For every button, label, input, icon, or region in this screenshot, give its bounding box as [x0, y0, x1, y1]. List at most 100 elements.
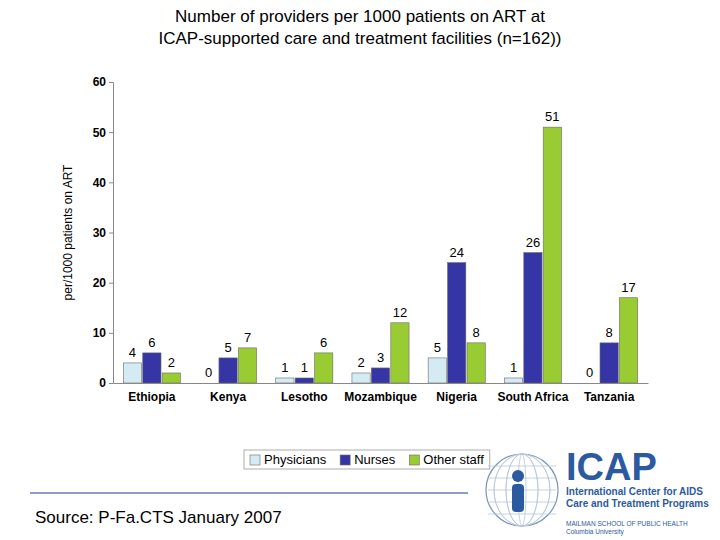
- x-tick: Lesotho: [281, 390, 328, 404]
- data-label: 7: [244, 330, 251, 345]
- bar: [162, 373, 180, 383]
- chart-title: Number of providers per 1000 patients on…: [158, 7, 561, 48]
- logo-figure: [512, 470, 524, 482]
- y-tick-label: 50: [93, 126, 107, 140]
- logo-figure: [512, 484, 524, 512]
- source-note: Source: P-Fa.CTS January 2007: [35, 508, 282, 527]
- bar: [219, 358, 237, 383]
- data-label: 1: [510, 360, 517, 375]
- logo-meridian: [494, 454, 550, 526]
- y-tick: 20: [93, 276, 113, 290]
- y-tick-mark: [109, 82, 113, 83]
- data-label: 8: [473, 325, 480, 340]
- legend: Physicians Nurses Other staff: [244, 450, 490, 469]
- y-tick-label: 10: [93, 326, 107, 340]
- x-tick: South Africa: [497, 390, 568, 404]
- bar-series: [162, 127, 638, 383]
- logo-school: MAILMAN SCHOOL OF PUBLIC HEALTHColumbia …: [566, 520, 688, 536]
- y-tick-mark: [109, 233, 113, 234]
- y-tick-label: 20: [93, 276, 107, 290]
- y-tick-label: 40: [93, 176, 107, 190]
- logo-globe: [486, 454, 558, 526]
- y-tick-label: 0: [99, 376, 106, 390]
- y-tick-label: 60: [93, 75, 107, 89]
- x-tick: Nigeria: [436, 390, 477, 404]
- bar: [543, 127, 561, 383]
- data-label: 12: [393, 305, 407, 320]
- bar: [524, 253, 542, 383]
- y-tick: 10: [93, 326, 113, 340]
- y-tick: 0: [99, 376, 113, 390]
- y-axis: 0 10 20 30 40 50 60: [93, 75, 114, 390]
- y-tick: 30: [93, 226, 113, 240]
- x-tick-label: Ethiopia: [128, 390, 176, 404]
- logo-circle: [486, 454, 558, 526]
- y-tick-mark: [109, 283, 113, 284]
- x-tick: Kenya: [210, 390, 246, 404]
- data-label: 3: [377, 350, 384, 365]
- data-label: 24: [449, 245, 463, 260]
- data-label: 1: [281, 360, 288, 375]
- y-tick-label: 30: [93, 226, 107, 240]
- y-tick-mark: [109, 182, 113, 183]
- data-label: 2: [168, 355, 175, 370]
- data-label: 51: [545, 109, 559, 124]
- y-tick: 40: [93, 176, 113, 190]
- bar: [600, 343, 618, 383]
- legend-item: Physicians: [250, 452, 327, 467]
- bar: [295, 378, 313, 383]
- data-label: 1: [301, 360, 308, 375]
- bar: [428, 358, 446, 383]
- legend-box: [244, 450, 490, 469]
- legend-swatch: [409, 455, 419, 465]
- bars: [123, 127, 637, 383]
- legend-item: Nurses: [340, 452, 396, 467]
- data-label: 4: [129, 345, 136, 360]
- y-axis-label: per/1000 patients on ART: [61, 164, 75, 301]
- x-tick-label: Kenya: [210, 390, 246, 404]
- data-label: 26: [526, 235, 540, 250]
- y-tick: 50: [93, 126, 113, 140]
- legend-swatch: [340, 455, 350, 465]
- data-label: 0: [586, 365, 593, 380]
- text-line: Columbia University: [566, 528, 625, 536]
- logo: ICAPInternational Center for AIDSCare an…: [486, 446, 709, 536]
- y-tick-mark: [109, 383, 113, 384]
- chart-svg: Number of providers per 1000 patients on…: [0, 0, 720, 540]
- legend-swatch: [250, 455, 260, 465]
- x-axis-line: [114, 383, 649, 384]
- bar: [504, 378, 522, 383]
- y-tick: 60: [93, 75, 113, 89]
- data-labels: 40125106513242682761285117: [129, 109, 636, 380]
- x-tick-label: South Africa: [497, 390, 568, 404]
- bar: [581, 383, 599, 384]
- logo-meridian: [506, 454, 538, 526]
- data-label: 5: [434, 340, 441, 355]
- bar: [448, 263, 466, 383]
- x-tick: Tanzania: [584, 390, 635, 404]
- data-label: 6: [320, 335, 327, 350]
- bar: [238, 348, 256, 383]
- legend-label: Other staff: [423, 452, 484, 467]
- data-label: 8: [606, 325, 613, 340]
- bar: [315, 353, 333, 383]
- logo-title: ICAP: [566, 446, 657, 488]
- x-tick-label: Nigeria: [436, 390, 477, 404]
- legend-label: Physicians: [264, 452, 327, 467]
- text-line: MAILMAN SCHOOL OF PUBLIC HEALTH: [566, 520, 688, 527]
- data-label: 6: [148, 335, 155, 350]
- x-axis: EthiopiaKenyaLesothoMozambiqueNigeriaSou…: [114, 384, 649, 404]
- bar: [276, 378, 294, 383]
- data-label: 5: [224, 340, 231, 355]
- logo-subtitle: International Center for AIDSCare and Tr…: [566, 486, 709, 509]
- bar: [391, 323, 409, 383]
- x-tick-label: Lesotho: [281, 390, 328, 404]
- y-tick-mark: [109, 132, 113, 133]
- text-line: ICAP-supported care and treatment facili…: [158, 29, 561, 48]
- data-label: 2: [357, 355, 364, 370]
- text-line: Number of providers per 1000 patients on…: [175, 7, 545, 26]
- data-label: 17: [621, 280, 635, 295]
- legend-item: Other staff: [409, 452, 484, 467]
- bar: [371, 368, 389, 383]
- legend-label: Nurses: [354, 452, 396, 467]
